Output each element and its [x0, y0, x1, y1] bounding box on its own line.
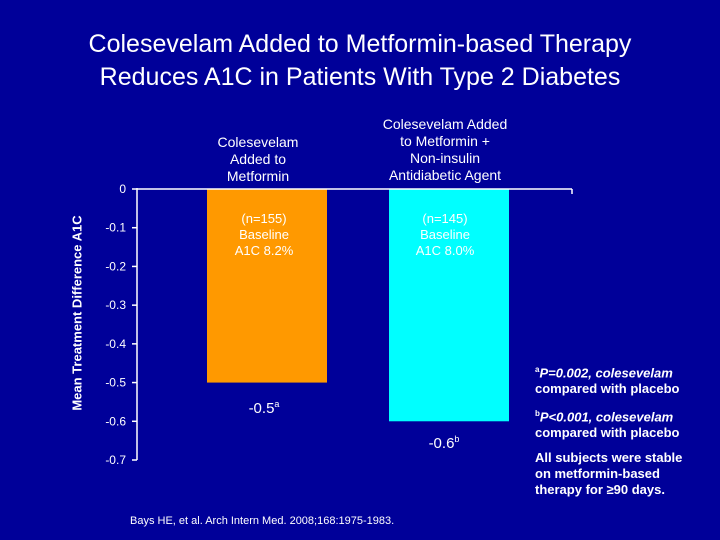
footnote-a: aP=0.002, colesevelam compared with plac…	[535, 362, 715, 397]
footnote-stable-line-3: therapy for ≥90 days.	[535, 482, 665, 497]
bars-group	[207, 189, 509, 422]
citation: Bays HE, et al. Arch Intern Med. 2008;16…	[130, 515, 395, 527]
slide-title: Colesevelam Added to Metformin-based The…	[0, 28, 720, 94]
axes-group	[136, 188, 573, 460]
bar-2-baseline-value: A1C 8.0%	[415, 243, 475, 258]
y-tick-label: -0.5	[105, 376, 126, 390]
footnote-stable-line-1: All subjects were stable	[535, 450, 683, 465]
category-1-line-3: Metformin	[226, 168, 290, 184]
footnote-b-marker: b	[535, 409, 540, 418]
data-label-2: -0.6b	[404, 434, 484, 452]
category-label-1: Colesevelam Added to Metformin	[195, 134, 321, 185]
data-label-1-sup: a	[274, 399, 280, 409]
footnote-b-text-2: compared with placebo	[535, 425, 680, 441]
data-label-2-sup: b	[454, 434, 460, 444]
data-label-1: -0.5a	[224, 399, 304, 417]
y-tick-label: 0	[119, 182, 126, 196]
category-2-line-1: Colesevelam Added	[382, 116, 508, 132]
bar-1-baseline-label: Baseline	[239, 227, 289, 242]
footnote-a-text-2: compared with placebo	[535, 381, 680, 397]
category-2-line-3: Non-insulin	[409, 150, 481, 166]
bar-2-n: (n=145)	[422, 211, 468, 226]
y-tick-label: -0.1	[105, 221, 126, 235]
data-label-1-value: -0.5	[248, 400, 275, 417]
bar-1-baseline-value: A1C 8.2%	[234, 243, 294, 258]
footnote-stable: All subjects were stable on metformin-ba…	[535, 450, 715, 498]
title-line-1: Colesevelam Added to Metformin-based The…	[88, 30, 632, 58]
footnote-stable-line-2: on metformin-based	[535, 466, 660, 481]
y-tick-label: -0.7	[105, 453, 126, 467]
data-label-2-value: -0.6	[428, 435, 455, 452]
footnote-b-text-1: P<0.001, colesevelam	[539, 409, 674, 425]
y-tick-label: -0.4	[105, 337, 126, 351]
bar-1	[207, 189, 327, 383]
y-tick-label: -0.2	[105, 259, 126, 273]
y-axis-label: Mean Treatment Difference A1C	[69, 215, 85, 411]
bar-1-n: (n=155)	[241, 211, 287, 226]
footnote-b: bP<0.001, colesevelam compared with plac…	[535, 406, 715, 441]
bar-2	[389, 189, 509, 422]
bar-2-baseline-label: Baseline	[420, 227, 470, 242]
category-2-line-4: Antidiabetic Agent	[388, 167, 502, 183]
category-2-line-2: to Metformin +	[400, 133, 490, 149]
category-1-line-1: Colesevelam	[217, 134, 299, 150]
bar-2-note: (n=145) Baseline A1C 8.0%	[395, 211, 495, 259]
y-tick-label: -0.3	[105, 298, 126, 312]
y-tick-label: -0.6	[105, 414, 126, 428]
y-ticks-group: 0 -0.1 -0.2 -0.3 -0.4 -0.5 -0.6 -0.7	[105, 182, 137, 467]
category-1-line-2: Added to	[229, 151, 287, 167]
footnote-a-text-1: P=0.002, colesevelam	[539, 365, 673, 381]
y-axis-label-wrap: Mean Treatment Difference A1C	[64, 168, 90, 458]
category-label-2: Colesevelam Added to Metformin + Non-ins…	[360, 116, 530, 184]
title-line-2: Reduces A1C in Patients With Type 2 Diab…	[99, 63, 621, 91]
footnote-a-marker: a	[535, 365, 540, 374]
bar-1-note: (n=155) Baseline A1C 8.2%	[214, 211, 314, 259]
